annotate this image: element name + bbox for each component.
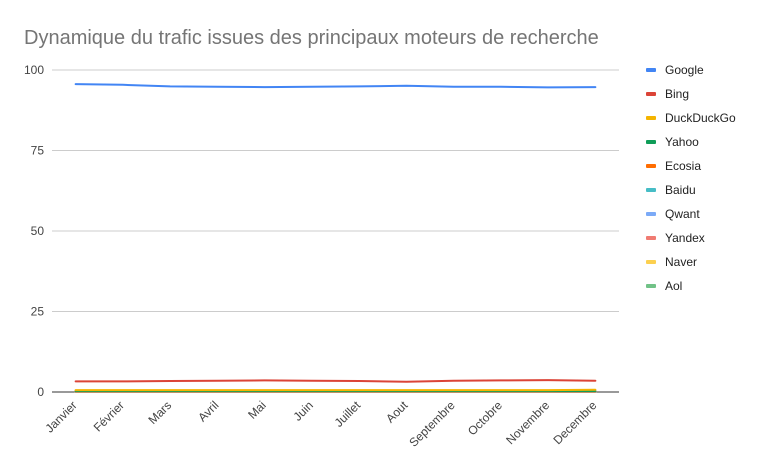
legend-label: Naver [665,255,697,269]
legend-item-duckduckgo[interactable]: DuckDuckGo [646,111,736,125]
gridlines [52,70,619,392]
y-axis: 0 25 50 75 100 [24,63,44,399]
legend-item-bing[interactable]: Bing [646,87,689,101]
legend-swatch [646,212,656,216]
x-tick-label: Avril [195,398,221,424]
legend-label: Yahoo [665,135,699,149]
legend-label: DuckDuckGo [665,111,736,125]
y-tick-label: 0 [37,385,44,399]
x-tick-label: Mai [245,398,269,422]
legend-label: Baidu [665,183,696,197]
legend-swatch [646,140,656,144]
x-tick-label: Novembre [503,398,552,447]
legend-label: Google [665,63,704,77]
legend-item-ecosia[interactable]: Ecosia [646,159,701,173]
legend-label: Ecosia [665,159,701,173]
legend: Google Bing DuckDuckGo Yahoo Ecosia Baidu Qwan… [646,63,736,293]
legend-swatch [646,92,656,96]
series-lines [76,84,596,392]
x-tick-label: Septembre [406,398,458,450]
legend-label: Yandex [665,231,705,245]
legend-label: Qwant [665,207,700,221]
series-line-google [76,84,596,87]
legend-item-baidu[interactable]: Baidu [646,183,696,197]
y-tick-label: 50 [31,224,45,238]
legend-item-qwant[interactable]: Qwant [646,207,700,221]
x-tick-label: Juin [291,398,316,423]
legend-swatch [646,164,656,168]
legend-swatch [646,116,656,120]
x-tick-label: Decembre [550,398,599,447]
legend-item-yahoo[interactable]: Yahoo [646,135,699,149]
legend-item-yandex[interactable]: Yandex [646,231,705,245]
x-tick-label: Juillet [332,398,364,430]
x-axis: Janvier Février Mars Avril Mai Juin Juillet Aou… [42,398,599,450]
legend-label: Bing [665,87,689,101]
x-tick-label: Octobre [465,398,505,438]
legend-swatch [646,68,656,72]
x-tick-label: Février [91,398,127,434]
y-tick-label: 25 [31,305,45,319]
x-tick-label: Mars [145,398,174,427]
legend-swatch [646,188,656,192]
legend-swatch [646,236,656,240]
legend-label: Aol [665,279,682,293]
y-tick-label: 75 [31,144,45,158]
legend-item-aol[interactable]: Aol [646,279,682,293]
legend-item-google[interactable]: Google [646,63,704,77]
series-line-bing [76,380,596,382]
chart-title: Dynamique du trafic issues des principau… [24,27,599,49]
x-tick-label: Janvier [42,398,79,435]
legend-swatch [646,284,656,288]
x-tick-label: Aout [383,398,411,426]
legend-item-naver[interactable]: Naver [646,255,697,269]
legend-swatch [646,260,656,264]
y-tick-label: 100 [24,63,44,77]
